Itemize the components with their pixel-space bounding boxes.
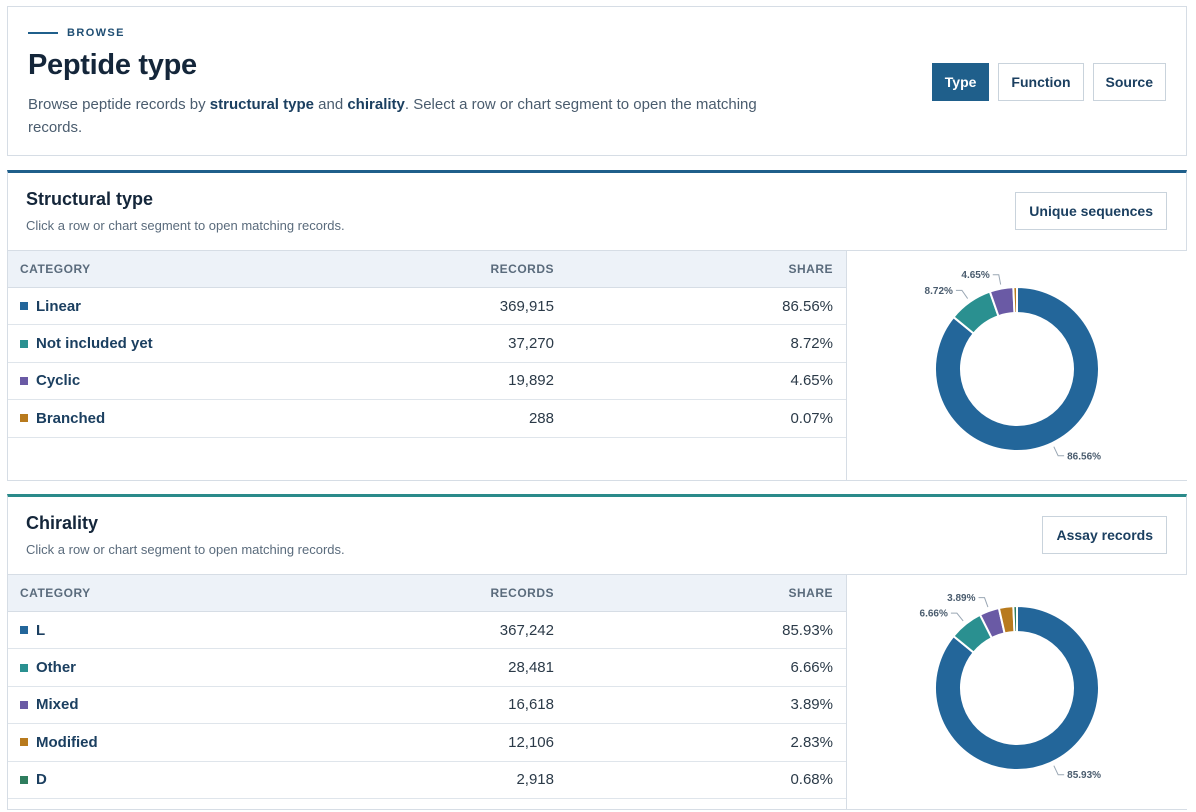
donut-data-label: 8.72% — [925, 286, 953, 297]
label-leader-line — [1053, 765, 1065, 776]
category-label: Cyclic — [36, 372, 81, 390]
desc-prefix: Browse peptide records by — [28, 96, 210, 113]
records-value: 12,106 — [508, 733, 554, 751]
records-value: 2,918 — [516, 771, 554, 789]
desc-mid: and — [313, 96, 348, 113]
label-leader-line — [1053, 446, 1065, 457]
category-label: D — [36, 771, 47, 789]
category-label: Mixed — [36, 696, 79, 714]
donut-data-label: 4.65% — [961, 270, 989, 281]
swatch-icon — [20, 738, 28, 747]
table-row[interactable]: D 2,918 0.68% — [8, 762, 846, 799]
category-label: Branched — [36, 409, 106, 427]
desc-suffix: . Select a row or chart segment to open … — [28, 96, 757, 136]
table-row[interactable]: Linear 369,915 86.56% — [8, 288, 846, 326]
page-description: Browse peptide records by structural typ… — [28, 93, 788, 139]
eyebrow: BROWSE — [28, 27, 125, 39]
desc-strong-structural: structural type — [209, 96, 314, 113]
category-label: Modified — [36, 733, 98, 751]
swatch-icon — [20, 339, 28, 348]
records-value: 369,915 — [499, 297, 554, 315]
tab-source[interactable]: Source — [1092, 63, 1166, 101]
category-label: Other — [36, 659, 77, 677]
donut-chart-svg: 86.56% 8.72% 4.65% — [925, 270, 1102, 462]
share-value: 8.72% — [790, 335, 833, 353]
category-label: Linear — [36, 297, 82, 315]
donut-data-label: 85.93% — [1067, 770, 1101, 781]
share-value: 4.65% — [790, 372, 833, 390]
records-value: 37,270 — [508, 335, 554, 353]
swatch-icon — [20, 626, 28, 635]
tab-function[interactable]: Function — [998, 63, 1084, 101]
donut-segment-branched[interactable] — [1012, 285, 1018, 315]
structural-donut-chart: 86.56% 8.72% 4.65% — [846, 250, 1187, 480]
table-row[interactable]: Cyclic 19,892 4.65% — [8, 363, 846, 401]
desc-strong-chirality: chirality — [347, 96, 405, 113]
chirality-donut-chart: 85.93% 6.66% 3.89% — [846, 574, 1187, 809]
col-records: RECORDS — [490, 586, 554, 600]
donut-segment-d[interactable] — [1012, 604, 1018, 634]
share-value: 0.07% — [790, 409, 833, 427]
swatch-icon — [20, 302, 28, 311]
table-row[interactable]: Branched 288 0.07% — [8, 400, 846, 438]
records-value: 28,481 — [508, 659, 554, 677]
col-records: RECORDS — [490, 262, 554, 276]
share-value: 3.89% — [790, 696, 833, 714]
records-value: 367,242 — [499, 621, 554, 639]
col-share: SHARE — [788, 586, 833, 600]
table-row[interactable]: Not included yet 37,270 8.72% — [8, 325, 846, 363]
structural-type-panel: Structural type Click a row or chart seg… — [7, 170, 1187, 481]
table-row[interactable]: Mixed 16,618 3.89% — [8, 687, 846, 725]
col-category: CATEGORY — [20, 262, 91, 276]
share-value: 0.68% — [790, 771, 833, 789]
table-row[interactable]: L 367,242 85.93% — [8, 612, 846, 650]
panel-subtitle: Click a row or chart segment to open mat… — [26, 542, 345, 557]
donut-segment-linear[interactable] — [934, 285, 1100, 452]
page-header: BROWSE Peptide type Browse peptide recor… — [7, 6, 1187, 156]
eyebrow-rule — [28, 32, 58, 34]
table-header: CATEGORY RECORDS SHARE — [8, 250, 846, 288]
category-label: Not included yet — [36, 335, 153, 353]
label-leader-line — [978, 597, 989, 608]
donut-data-label: 6.66% — [920, 609, 948, 620]
records-value: 288 — [528, 409, 554, 427]
donut-data-label: 3.89% — [947, 593, 975, 604]
panel-title: Chirality — [26, 513, 99, 533]
label-leader-line — [950, 612, 964, 622]
panel-subtitle: Click a row or chart segment to open mat… — [26, 218, 345, 233]
category-label: L — [36, 621, 46, 639]
records-value: 19,892 — [508, 372, 554, 390]
view-tabs: Type Function Source — [931, 63, 1166, 101]
swatch-icon — [20, 414, 28, 423]
swatch-icon — [20, 775, 28, 784]
records-value: 16,618 — [508, 696, 554, 714]
share-value: 85.93% — [782, 621, 833, 639]
chirality-panel: Chirality Click a row or chart segment t… — [7, 494, 1187, 810]
swatch-icon — [20, 376, 28, 385]
donut-chart-svg: 85.93% 6.66% 3.89% — [920, 593, 1102, 781]
structural-table: CATEGORY RECORDS SHARE Linear 369,915 86… — [8, 250, 846, 438]
share-value: 86.56% — [782, 297, 833, 315]
donut-data-label: 86.56% — [1067, 451, 1101, 462]
swatch-icon — [20, 663, 28, 672]
assay-records-button[interactable]: Assay records — [1042, 516, 1167, 554]
tab-type[interactable]: Type — [931, 63, 990, 101]
col-category: CATEGORY — [20, 586, 91, 600]
table-row[interactable]: Other 28,481 6.66% — [8, 649, 846, 687]
share-value: 6.66% — [790, 659, 833, 677]
panel-title: Structural type — [26, 189, 154, 209]
col-share: SHARE — [788, 262, 833, 276]
table-header: CATEGORY RECORDS SHARE — [8, 574, 846, 612]
label-leader-line — [992, 274, 1002, 285]
label-leader-line — [955, 289, 969, 299]
eyebrow-label: BROWSE — [67, 27, 125, 39]
share-value: 2.83% — [790, 733, 833, 751]
donut-segment-l[interactable] — [934, 604, 1100, 771]
unique-sequences-button[interactable]: Unique sequences — [1015, 192, 1167, 230]
table-row[interactable]: Modified 12,106 2.83% — [8, 724, 846, 762]
chirality-table: CATEGORY RECORDS SHARE L 367,242 85.93% … — [8, 574, 846, 799]
swatch-icon — [20, 700, 28, 709]
page-title: Peptide type — [28, 49, 197, 81]
